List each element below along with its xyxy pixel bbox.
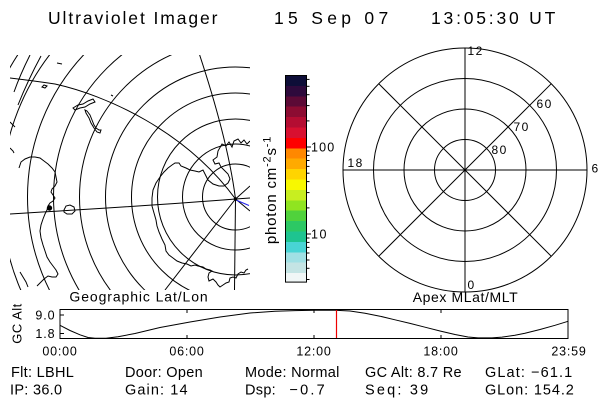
svg-text:Apex MLat/MLT: Apex MLat/MLT: [413, 289, 519, 305]
svg-text:Mode: Normal: Mode: Normal: [245, 365, 340, 381]
svg-text:0: 0: [468, 278, 476, 292]
svg-text:18:00: 18:00: [423, 345, 458, 359]
svg-text:13:05:30 UT: 13:05:30 UT: [431, 8, 558, 28]
svg-text:23:59: 23:59: [551, 345, 586, 359]
svg-text:Gain: 14: Gain: 14: [125, 383, 189, 399]
svg-text:100: 100: [311, 141, 335, 155]
svg-text:Dsp:: Dsp:: [245, 383, 276, 399]
svg-text:GC Alt: 8.7 Re: GC Alt: 8.7 Re: [365, 365, 462, 381]
svg-text:Seq: 39: Seq: 39: [365, 383, 430, 399]
svg-text:80: 80: [492, 143, 508, 157]
svg-text:1.8: 1.8: [35, 327, 55, 341]
svg-text:GC Alt: GC Alt: [10, 303, 25, 344]
svg-text:70: 70: [514, 120, 530, 134]
svg-text:GLat: −61.1: GLat: −61.1: [485, 365, 573, 381]
svg-text:12:00: 12:00: [296, 345, 331, 359]
svg-text:06:00: 06:00: [169, 345, 204, 359]
svg-text:10: 10: [311, 228, 328, 242]
svg-text:18: 18: [348, 156, 364, 170]
svg-text:Flt: LBHL: Flt: LBHL: [11, 365, 74, 381]
svg-text:Door: Open: Door: Open: [125, 365, 203, 381]
svg-text:photon cm-2s-1: photon cm-2s-1: [262, 136, 281, 244]
svg-text:9.0: 9.0: [35, 309, 55, 323]
svg-text:−0.7: −0.7: [290, 383, 327, 399]
svg-text:Geographic Lat/Lon: Geographic Lat/Lon: [69, 289, 208, 305]
svg-text:GLon: 154.2: GLon: 154.2: [485, 383, 575, 399]
svg-text:6: 6: [592, 162, 600, 176]
svg-text:15 Sep 07: 15 Sep 07: [274, 8, 393, 28]
svg-text:Ultraviolet Imager: Ultraviolet Imager: [48, 8, 219, 28]
svg-text:00:00: 00:00: [42, 345, 77, 359]
svg-text:60: 60: [537, 97, 553, 111]
svg-text:IP: 36.0: IP: 36.0: [10, 383, 62, 399]
svg-text:12: 12: [468, 44, 484, 58]
